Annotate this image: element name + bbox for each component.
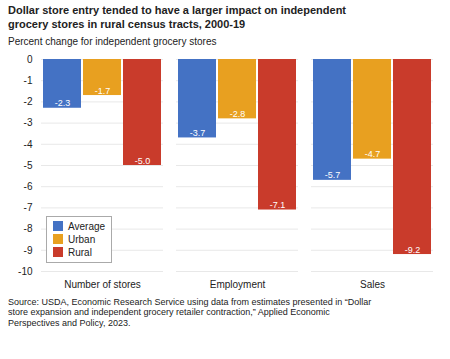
svg-text:-2.8: -2.8 bbox=[230, 108, 246, 118]
svg-text:-2: -2 bbox=[24, 96, 33, 107]
svg-text:-9: -9 bbox=[24, 244, 33, 255]
svg-text:-5.7: -5.7 bbox=[325, 170, 341, 180]
svg-text:-9.2: -9.2 bbox=[405, 244, 421, 254]
svg-text:Employment: Employment bbox=[210, 278, 266, 289]
svg-text:0: 0 bbox=[27, 53, 33, 64]
svg-text:-4: -4 bbox=[24, 138, 33, 149]
html-text:Urban: Urban bbox=[68, 233, 96, 245]
svg-text:-4.7: -4.7 bbox=[365, 149, 381, 159]
svg-text:Number of stores: Number of stores bbox=[64, 278, 141, 289]
html-text:Percent change for independent: Percent change for independent grocery s… bbox=[8, 35, 217, 47]
svg-text:-6: -6 bbox=[24, 180, 33, 191]
svg-text:-5.0: -5.0 bbox=[135, 155, 151, 165]
html-text:Source: USDA, Economic Researc: Source: USDA, Economic Research Service … bbox=[8, 296, 372, 329]
svg-text:-2.3: -2.3 bbox=[55, 98, 71, 108]
html-text:Dollar store entry tended to h: Dollar store entry tended to have a larg… bbox=[8, 4, 346, 30]
svg-text:-7.1: -7.1 bbox=[270, 200, 286, 210]
svg-text:-8: -8 bbox=[24, 223, 33, 234]
svg-text:-5: -5 bbox=[24, 159, 33, 170]
svg-text:-10: -10 bbox=[18, 265, 33, 276]
svg-text:-1.7: -1.7 bbox=[95, 85, 111, 95]
html-text:Rural: Rural bbox=[68, 246, 92, 258]
html-text:Average: Average bbox=[68, 220, 106, 232]
svg-text:Sales: Sales bbox=[360, 278, 385, 289]
svg-text:-7: -7 bbox=[24, 202, 33, 213]
svg-text:-3.7: -3.7 bbox=[190, 127, 206, 137]
svg-text:-1: -1 bbox=[24, 74, 33, 85]
svg-text:-3: -3 bbox=[24, 117, 33, 128]
